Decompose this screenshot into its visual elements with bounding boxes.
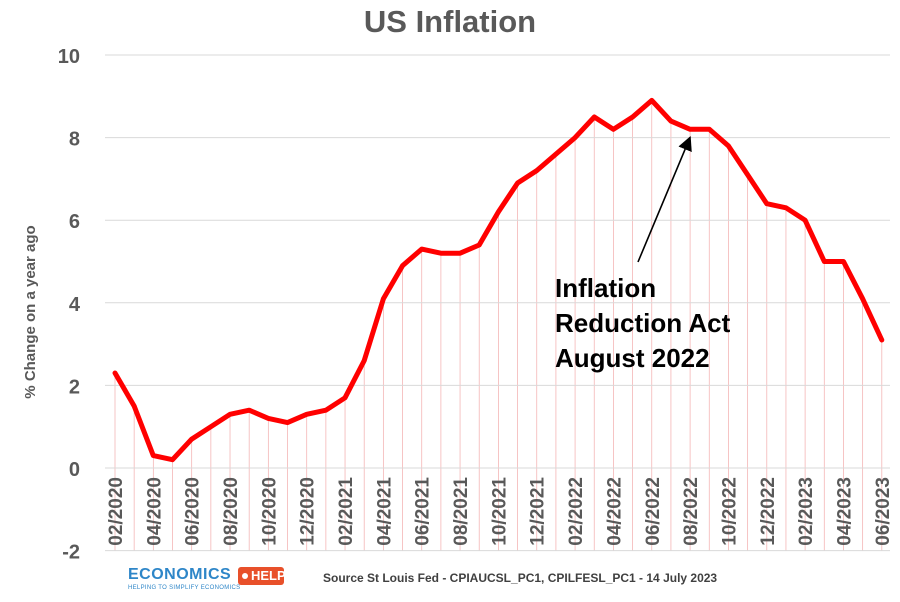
- logo-tag-text: HELP: [251, 568, 286, 583]
- annotation-line: Reduction Act: [555, 308, 731, 338]
- x-tick-label: 02/2022: [566, 477, 587, 546]
- y-axis-label: % Change on a year ago: [22, 225, 39, 398]
- x-tick-label: 08/2020: [221, 477, 242, 546]
- economics-help-logo: ECONOMICS HELP HELPING TO SIMPLIFY ECONO…: [128, 566, 288, 596]
- logo-tag-hole: [242, 573, 248, 579]
- x-tick-label: 08/2021: [451, 477, 472, 546]
- logo-tagline: HELPING TO SIMPLIFY ECONOMICS: [128, 585, 241, 591]
- annotation-arrow: [637, 136, 692, 263]
- x-tick-label: 12/2020: [298, 477, 319, 546]
- logo-tag: HELP: [238, 567, 286, 585]
- x-tick-label: 04/2020: [144, 477, 165, 546]
- x-tick-label: 06/2020: [183, 477, 204, 546]
- x-tick-label: 06/2023: [873, 477, 894, 546]
- annotation-text: Inflation Reduction Act August 2022: [555, 273, 731, 373]
- y-tick-label: 10: [58, 46, 80, 68]
- x-tick-label: 06/2022: [643, 477, 664, 546]
- x-tick-label: 06/2021: [413, 477, 434, 546]
- y-tick-label: 8: [69, 129, 80, 151]
- x-tick-label: 04/2022: [604, 477, 625, 546]
- source-note: Source St Louis Fed - CPIAUCSL_PC1, CPIL…: [323, 571, 718, 585]
- y-tick-label: 4: [69, 294, 81, 316]
- x-tick-label: 02/2023: [796, 477, 817, 546]
- x-tick-label: 08/2022: [681, 477, 702, 546]
- x-tick-label: 02/2020: [106, 477, 127, 546]
- x-tick-label: 04/2023: [834, 477, 855, 546]
- series-line: [112, 97, 885, 463]
- x-tick-label: 10/2021: [489, 477, 510, 546]
- annotation-line: Inflation: [555, 273, 656, 303]
- x-tick-label: 04/2021: [374, 477, 395, 546]
- y-tick-label: 6: [69, 211, 80, 233]
- y-tick-label: -2: [62, 542, 80, 564]
- logo-word: ECONOMICS: [128, 566, 232, 583]
- annotation-line: August 2022: [555, 343, 710, 373]
- y-tick-label: 0: [69, 459, 80, 481]
- chart-title: US Inflation: [363, 4, 537, 39]
- x-tick-label: 12/2022: [758, 477, 779, 546]
- x-tick-label: 12/2021: [528, 477, 549, 546]
- x-tick-label: 02/2021: [336, 477, 357, 546]
- y-tick-label: 2: [69, 376, 80, 398]
- x-tick-label: 10/2020: [259, 477, 280, 546]
- x-tick-label: 10/2022: [719, 477, 740, 546]
